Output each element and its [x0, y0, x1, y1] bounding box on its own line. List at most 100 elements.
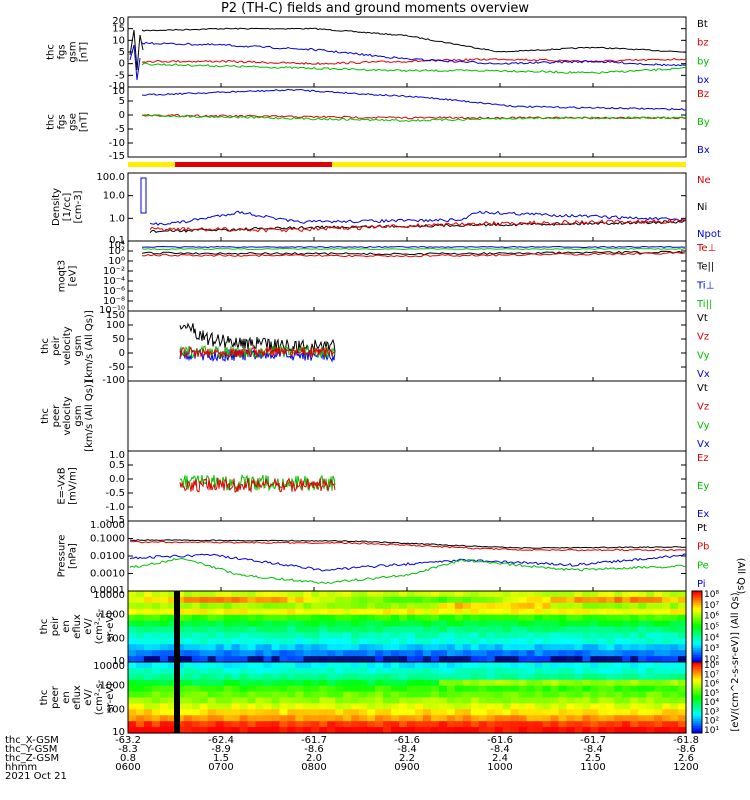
- spectrogram-cell: [494, 679, 504, 687]
- spectrogram-cell: [279, 591, 289, 598]
- spectrogram-cell: [407, 591, 416, 598]
- spectrogram-cell: [247, 685, 257, 693]
- spectrogram-cell: [438, 709, 448, 716]
- spectrogram-cell: [478, 673, 488, 681]
- spectrogram-cell: [207, 715, 217, 722]
- spectrogram-cell: [128, 656, 137, 663]
- spectrogram-cell: [295, 662, 304, 669]
- y-axis-label: peer: [51, 404, 62, 428]
- spectrogram-cell: [383, 697, 392, 704]
- spectrogram-cell: [263, 673, 273, 681]
- spectrogram-cell: [630, 697, 639, 704]
- spectrogram-cell: [646, 602, 655, 610]
- date-label: 2021 Oct 21: [5, 771, 67, 782]
- mode-bar-fast-survey: [128, 162, 686, 167]
- spectrogram-cell: [662, 667, 671, 675]
- spectrogram-cell: [223, 673, 233, 681]
- spectrogram-cell: [678, 679, 687, 687]
- spectrogram-cell: [430, 650, 440, 657]
- spectrogram-cell: [438, 667, 448, 675]
- spectrogram-cell: [399, 697, 408, 704]
- spectrogram-cell: [151, 644, 161, 651]
- colorbar-tick-label: 10⁴: [704, 633, 719, 643]
- spectrogram-cell: [231, 727, 241, 734]
- spectrogram-cell: [630, 596, 639, 604]
- y-tick-label: -10: [109, 138, 125, 149]
- spectrogram-cell: [311, 614, 320, 622]
- y-axis-label: thc: [40, 408, 51, 424]
- spectrogram-cell: [255, 608, 265, 616]
- spectrogram-cell: [622, 691, 631, 699]
- spectrogram-cell: [494, 650, 504, 657]
- spectrogram-cell: [462, 685, 472, 693]
- spectrogram-cell: [590, 614, 599, 622]
- colorbar-segment: [692, 711, 702, 715]
- pressure-pb-line: [129, 540, 687, 552]
- y-tick-label: 10.0: [103, 191, 125, 202]
- spectrogram-cell: [486, 662, 496, 669]
- spectrogram-cell: [167, 703, 177, 710]
- spectrogram-cell: [279, 691, 289, 699]
- spectrogram-cell: [670, 721, 679, 728]
- spectrogram-cell: [407, 626, 416, 633]
- spectrogram-cell: [478, 727, 488, 734]
- spectrogram-cell: [279, 721, 289, 728]
- spectrogram-cell: [167, 662, 177, 669]
- spectrogram-cell: [191, 673, 201, 681]
- spectrogram-cell: [143, 644, 153, 651]
- spectrogram-cell: [526, 650, 536, 657]
- spectrogram-cell: [446, 638, 456, 645]
- spectrogram-cell: [271, 614, 281, 622]
- y-tick-label: -10: [109, 81, 125, 92]
- spectrogram-cell: [335, 667, 344, 675]
- spectrogram-cell: [279, 673, 289, 681]
- spectrogram-cell: [327, 709, 336, 716]
- spectrogram-cell: [470, 697, 480, 704]
- spectrogram-cell: [136, 679, 145, 687]
- spectrogram-cell: [143, 656, 153, 663]
- spectrogram-cell: [327, 591, 336, 598]
- spectrogram-cell: [136, 656, 145, 663]
- spectrogram-cell: [598, 697, 607, 704]
- spectrogram-cell: [550, 691, 560, 699]
- spectrogram-cell: [638, 591, 647, 598]
- spectrogram-cell: [367, 620, 376, 628]
- spectrogram-cell: [351, 614, 360, 622]
- spectrogram-cell: [399, 632, 408, 639]
- spectrogram-cell: [367, 638, 376, 645]
- spectrogram-cell: [590, 697, 599, 704]
- spectrogram-cell: [128, 721, 137, 728]
- spectrogram-cell: [478, 632, 488, 639]
- spectrogram-cell: [542, 703, 552, 710]
- spectrogram-cell: [415, 632, 424, 639]
- spectrogram-cell: [486, 727, 496, 734]
- spectrogram-cell: [287, 685, 296, 693]
- spectrogram-cell: [183, 703, 193, 710]
- spectrogram-cell: [191, 709, 201, 716]
- spectrogram-cell: [223, 596, 233, 604]
- spectrogram-cell: [407, 727, 416, 734]
- spectrogram-cell: [590, 703, 599, 710]
- spectrogram-cell: [558, 667, 568, 675]
- spectrogram-cell: [279, 697, 289, 704]
- spectrogram-cell: [534, 614, 544, 622]
- colorbar-frame: [691, 661, 703, 734]
- colorbar-segment: [692, 718, 702, 722]
- spectrogram-cell: [502, 673, 512, 681]
- legend-label-te: Te⊥: [696, 243, 716, 254]
- spectrogram-cell: [183, 667, 193, 675]
- spectrogram-cell: [295, 727, 304, 734]
- spectrogram-cell: [638, 596, 647, 604]
- spectrogram-cell: [606, 591, 615, 598]
- spectrogram-cell: [207, 703, 217, 710]
- spectrogram-cell: [359, 662, 368, 669]
- temp-ti-perp-line: [141, 245, 686, 249]
- spectrogram-cell: [478, 650, 488, 657]
- spectrogram-cell: [183, 608, 193, 616]
- spectrogram-cell: [207, 602, 217, 610]
- spectrogram-cell: [231, 614, 241, 622]
- spectrogram-cell: [335, 709, 344, 716]
- spectrogram-cell: [327, 679, 336, 687]
- spectrogram-cell: [415, 591, 424, 598]
- spectrogram-cell: [287, 697, 296, 704]
